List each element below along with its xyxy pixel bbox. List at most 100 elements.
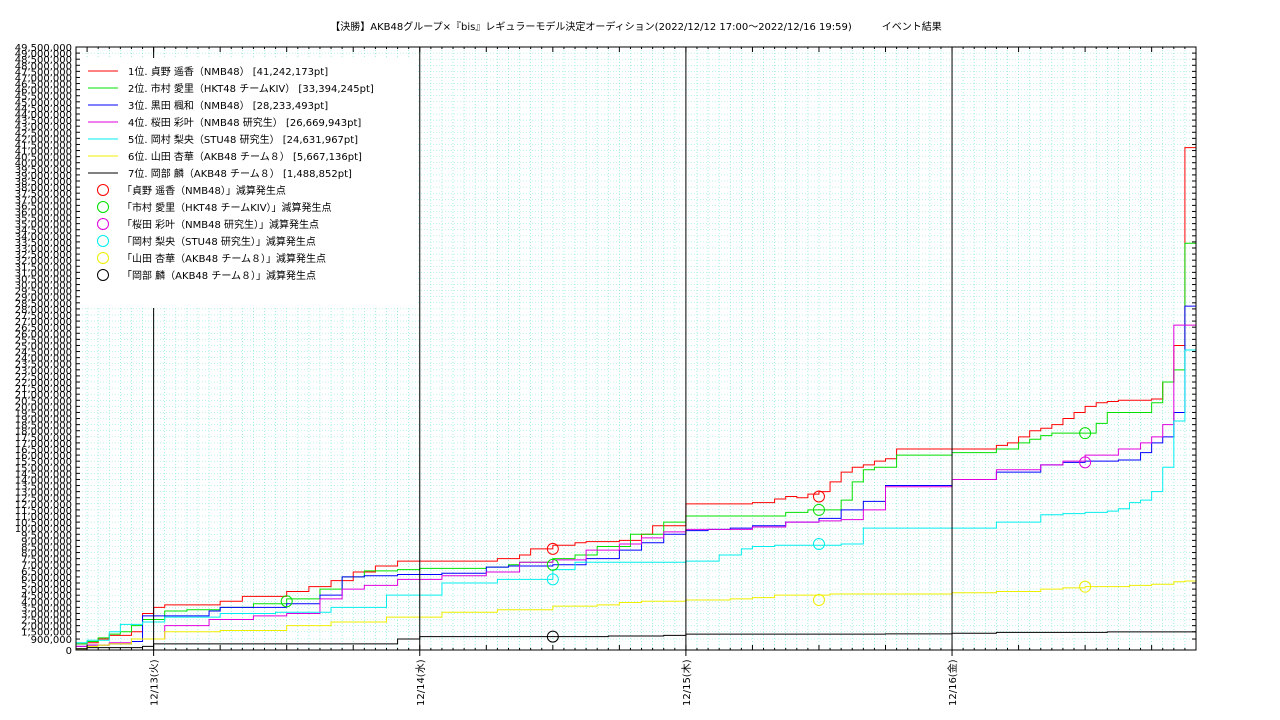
y-tick-label: 26,500,000 (15, 323, 72, 334)
y-tick-label: 45,500,000 (15, 92, 72, 103)
subtraction-marker (1079, 456, 1092, 469)
y-tick-label: 32,000,000 (15, 256, 72, 267)
y-tick-label: 36,000,000 (15, 207, 72, 218)
chart-title: 【決勝】AKB48グループ×『bis』レギュラーモデル決定オーディション(202… (330, 20, 941, 33)
y-tick-label: 37,000,000 (15, 195, 72, 206)
y-tick-label: 40,000,000 (15, 159, 72, 170)
y-tick-label: 42,500,000 (15, 128, 72, 139)
y-tick-label: 33,500,000 (15, 238, 72, 249)
y-tick-label: 35,500,000 (15, 214, 72, 225)
y-tick-label: 46,000,000 (15, 86, 72, 97)
y-tick-label: 44,500,000 (15, 104, 72, 115)
y-tick-label: 22,500,000 (15, 372, 72, 383)
y-tick-label: 30,000,000 (15, 281, 72, 292)
subtraction-marker (280, 595, 293, 608)
series-line (76, 631, 1196, 650)
y-tick-label: 29,500,000 (15, 287, 72, 298)
y-tick-label: 48,000,000 (15, 61, 72, 72)
y-tick-label: 20,500,000 (15, 396, 72, 407)
y-tick-label: 8,000,000 (21, 549, 72, 560)
y-tick-label: 3,500,000 (21, 603, 72, 614)
markers (280, 427, 1092, 643)
y-tick-label: 11,000,000 (15, 512, 72, 523)
y-tick-label: 38,500,000 (15, 177, 72, 188)
subtraction-marker (546, 630, 559, 643)
y-tick-label: 33,000,000 (15, 244, 72, 255)
legend-marker-swatch (97, 218, 109, 230)
y-tick-label: 38,000,000 (15, 183, 72, 194)
y-tick-label: 23,000,000 (15, 366, 72, 377)
y-tick-label: 29,000,000 (15, 293, 72, 304)
legend-label: 「市村 愛里（HKT48 チームKIV）」減算発生点 (122, 201, 332, 214)
series-lines (76, 147, 1196, 650)
y-tick-label: 37,500,000 (15, 189, 72, 200)
y-tick-label: 13,000,000 (15, 488, 72, 499)
y-tick-label: 12,000,000 (15, 500, 72, 511)
legend-label: 7位. 岡部 麟（AKB48 チーム８） [1,488,852pt] (128, 167, 352, 180)
y-tick-label: 41,000,000 (15, 147, 72, 158)
y-tick-label: 48,500,000 (15, 55, 72, 66)
y-tick-label: 5,000,000 (21, 585, 72, 596)
subtraction-marker (812, 538, 825, 551)
series-line (76, 324, 1196, 647)
series-line (76, 349, 1196, 644)
y-tick-label: 18,000,000 (15, 427, 72, 438)
y-axis: 0900,0001,500,0002,000,0002,500,0003,000… (15, 43, 1196, 657)
y-tick-label: 17,000,000 (15, 439, 72, 450)
y-tick-label: 2,000,000 (21, 622, 72, 633)
y-tick-label: 4,000,000 (21, 597, 72, 608)
y-tick-label: 47,500,000 (15, 67, 72, 78)
y-tick-label: 27,500,000 (15, 311, 72, 322)
y-tick-label: 36,500,000 (15, 201, 72, 212)
legend-marker-swatch (97, 235, 109, 247)
y-tick-label: 5,500,000 (21, 579, 72, 590)
legend-label: 3位. 黒田 楓和（NMB48） [28,233,493pt] (128, 99, 328, 112)
legend-label: 「桜田 彩叶（NMB48 研究生）」減算発生点 (122, 218, 319, 231)
legend-label: 「山田 杏華（AKB48 チーム８）」減算発生点 (122, 252, 326, 265)
y-tick-label: 16,500,000 (15, 445, 72, 456)
y-tick-label: 49,500,000 (15, 43, 72, 54)
legend-label: 4位. 桜田 彩叶（NMB48 研究生） [26,669,943pt] (128, 116, 361, 129)
y-tick-label: 24,000,000 (15, 354, 72, 365)
y-tick-label: 31,500,000 (15, 262, 72, 273)
y-tick-label: 13,500,000 (15, 482, 72, 493)
subtraction-marker (812, 490, 825, 503)
legend-label: 「岡村 梨央（STU48 研究生）」減算発生点 (122, 235, 316, 248)
y-tick-label: 26,000,000 (15, 329, 72, 340)
y-tick-label: 9,000,000 (21, 536, 72, 547)
legend-label: 5位. 岡村 梨央（STU48 研究生） [24,631,967pt] (128, 133, 358, 146)
series-line (76, 147, 1196, 645)
legend-label: 2位. 市村 愛里（HKT48 チームKIV） [33,394,245pt] (128, 82, 374, 95)
legend-label: 「貞野 遥香（NMB48）」減算発生点 (122, 184, 286, 197)
y-tick-label: 31,000,000 (15, 268, 72, 279)
legend: 1位. 貞野 遥香（NMB48） [41,242,173pt] 2位. 市村 愛里… (82, 58, 418, 308)
y-tick-label: 10,500,000 (15, 518, 72, 529)
y-tick-label: 28,500,000 (15, 299, 72, 310)
legend-box (82, 58, 418, 308)
y-tick-label: 10,000,000 (15, 524, 72, 535)
y-tick-label: 15,500,000 (15, 457, 72, 468)
y-tick-label: 8,500,000 (21, 542, 72, 553)
legend-marker-swatch (97, 269, 109, 281)
y-tick-label: 4,500,000 (21, 591, 72, 602)
y-tick-label: 32,500,000 (15, 250, 72, 261)
y-tick-label: 34,000,000 (15, 232, 72, 243)
y-tick-label: 0 (66, 646, 72, 657)
legend-label: 1位. 貞野 遥香（NMB48） [41,242,173pt] (128, 65, 328, 78)
y-tick-label: 43,500,000 (15, 116, 72, 127)
y-tick-label: 45,000,000 (15, 98, 72, 109)
y-tick-label: 27,000,000 (15, 317, 72, 328)
series-line (76, 305, 1196, 647)
y-tick-label: 9,500,000 (21, 530, 72, 541)
y-tick-label: 46,500,000 (15, 80, 72, 91)
y-tick-label: 11,500,000 (15, 506, 72, 517)
subtraction-marker (1079, 427, 1092, 440)
y-tick-label: 14,000,000 (15, 475, 72, 486)
subtraction-marker (1079, 580, 1092, 593)
y-tick-label: 21,500,000 (15, 384, 72, 395)
y-tick-label: 15,000,000 (15, 463, 72, 474)
y-tick-label: 25,000,000 (15, 341, 72, 352)
y-tick-label: 7,000,000 (21, 561, 72, 572)
legend-label: 「岡部 麟（AKB48 チーム８）」減算発生点 (122, 269, 316, 282)
